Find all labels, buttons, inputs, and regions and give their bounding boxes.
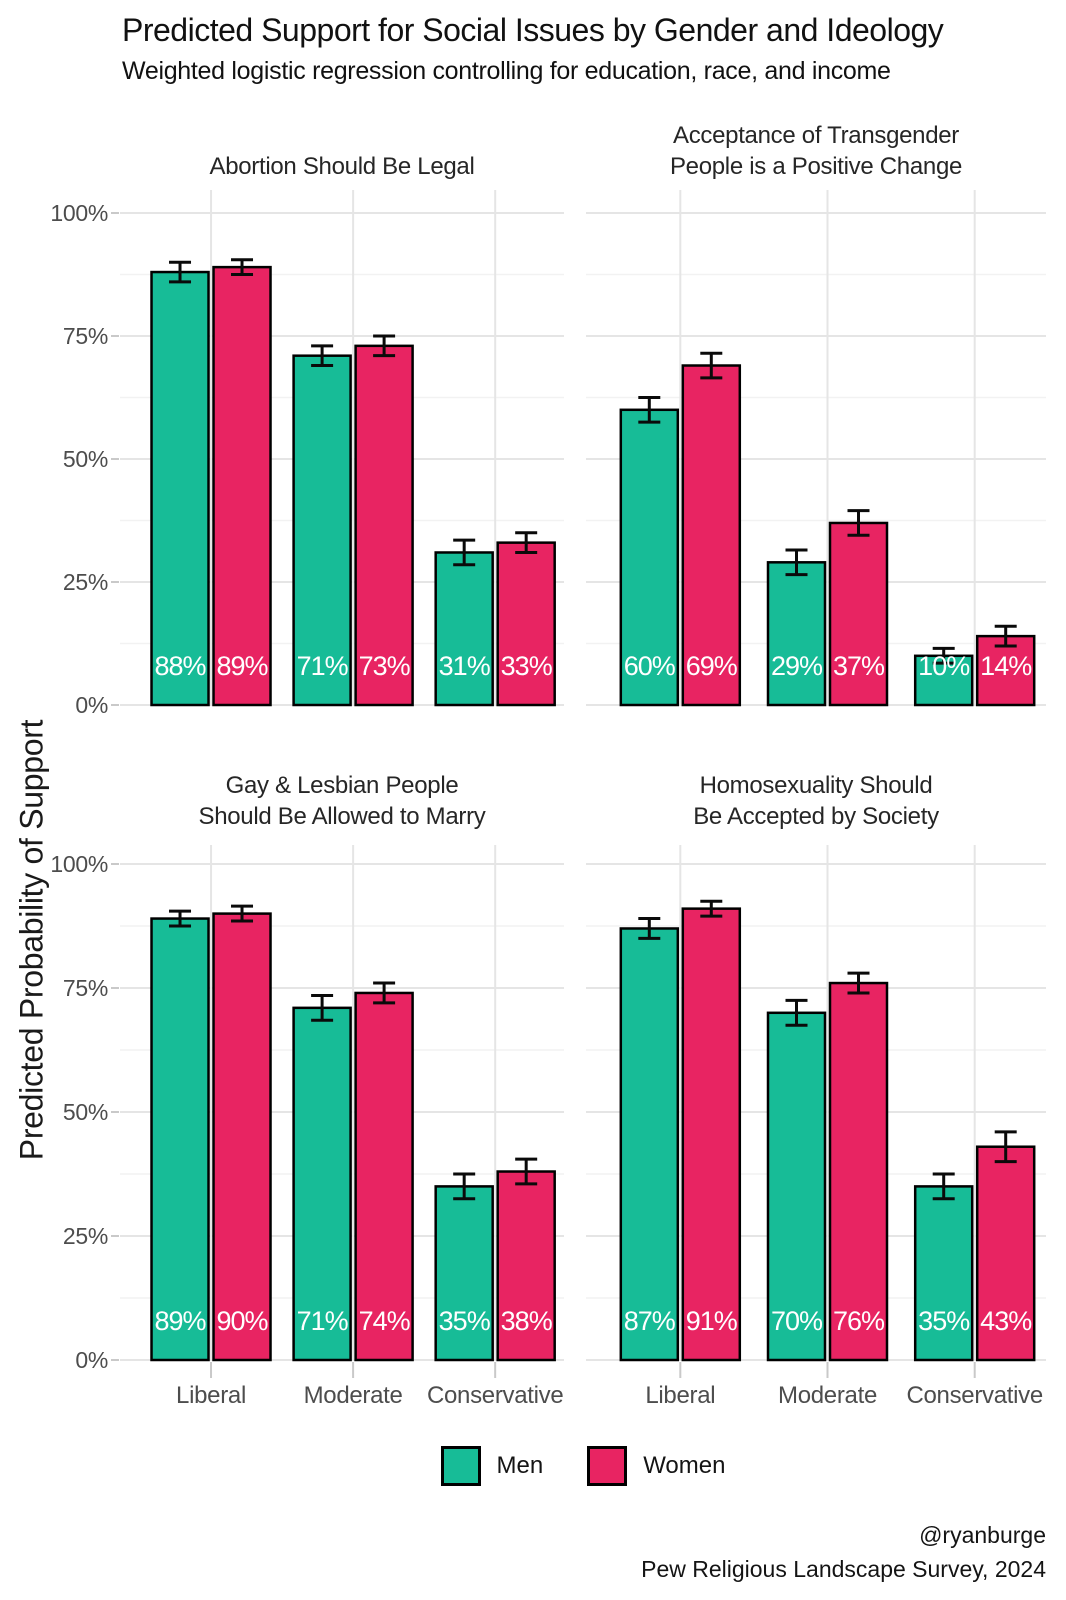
facet-panel-abortion: 88% 71% 31% 89% 73% 33% <box>120 190 564 707</box>
bar-value-label: 10% <box>918 651 970 681</box>
y-axis-tick <box>111 704 119 706</box>
bar-value-label: 31% <box>439 651 491 681</box>
legend: Men Women <box>120 1446 1046 1486</box>
bar-men-moderate <box>292 354 352 707</box>
bar-value-label: 76% <box>833 1306 885 1336</box>
y-axis-tick <box>111 581 119 583</box>
facet-title-line: Be Accepted by Society <box>693 803 939 830</box>
bar-men-moderate <box>766 561 827 707</box>
facet-title-line: Acceptance of Transgender <box>672 122 960 149</box>
y-axis-tick <box>111 1235 119 1237</box>
y-axis-tick <box>111 863 119 865</box>
legend-label-women: Women <box>643 1452 726 1479</box>
facet-panel-transgender: 60% 29% 10% 69% 37% 14% <box>586 190 1046 707</box>
y-tick-label: 75% <box>62 323 108 349</box>
women-color-swatch <box>587 1446 628 1486</box>
y-tick-label: 0% <box>75 692 108 718</box>
bar-value-label: 33% <box>501 651 553 681</box>
bar-value-label: 43% <box>980 1306 1032 1336</box>
y-axis-tick <box>111 335 119 337</box>
bar-value-label: 90% <box>216 1306 268 1336</box>
bar-value-label: 29% <box>771 651 823 681</box>
facet-title-line: Should Be Allowed to Marry <box>198 803 486 830</box>
y-tick-label: 25% <box>62 569 108 595</box>
legend-item-women: Women <box>587 1446 725 1486</box>
bar-men-liberal <box>150 270 210 707</box>
bar-women-liberal <box>212 912 272 1362</box>
y-tick-label: 0% <box>75 1347 108 1373</box>
bar-value-label: 60% <box>624 651 676 681</box>
legend-label-men: Men <box>496 1452 544 1479</box>
y-axis-tick <box>111 1111 119 1113</box>
bar-value-label: 70% <box>771 1306 823 1336</box>
bar-women-moderate <box>354 991 414 1362</box>
bar-value-label: 37% <box>833 651 885 681</box>
legend-item-men: Men <box>440 1446 544 1486</box>
y-axis-tick <box>111 1359 119 1361</box>
y-tick-label: 50% <box>62 1099 108 1125</box>
x-category-label-liberal: Liberal <box>176 1382 246 1409</box>
bar-value-label: 35% <box>439 1306 491 1336</box>
bar-value-label: 89% <box>154 1306 206 1336</box>
bar-women-conservative <box>496 1170 556 1362</box>
bar-men-liberal <box>619 927 680 1362</box>
facet-title-transgender: Acceptance of Transgender People is a Pos… <box>586 100 1046 182</box>
caption-source: Pew Religious Landscape Survey, 2024 <box>641 1556 1046 1582</box>
bar-women-liberal <box>681 907 742 1362</box>
facet-title-line: Homosexuality Should <box>699 772 933 799</box>
x-category-label-conservative: Conservative <box>426 1382 564 1409</box>
y-axis-title: Predicted Probability of Support <box>13 719 50 1161</box>
bar-value-label: 71% <box>297 651 349 681</box>
chart-title: Predicted Support for Social Issues by G… <box>122 12 944 48</box>
y-tick-label: 25% <box>62 1223 108 1249</box>
y-axis-tick <box>111 458 119 460</box>
facet-panel-homosexuality: 87% 70% 35% 91% 76% 43% <box>586 845 1046 1378</box>
bar-men-liberal <box>150 917 210 1362</box>
facet-title-line: People is a Positive Change <box>669 153 963 180</box>
bar-value-label: 38% <box>501 1306 553 1336</box>
bar-value-label: 89% <box>216 651 268 681</box>
bar-value-label: 74% <box>359 1306 411 1336</box>
bar-men-conservative <box>913 1185 974 1362</box>
x-category-label-moderate: Moderate <box>778 1382 877 1409</box>
men-color-swatch <box>440 1446 481 1486</box>
bar-value-label: 14% <box>980 651 1032 681</box>
bar-men-conservative <box>434 1185 494 1362</box>
y-tick-label: 50% <box>62 446 108 472</box>
x-category-label-conservative: Conservative <box>906 1382 1043 1409</box>
y-tick-label: 100% <box>50 851 108 877</box>
bar-value-label: 91% <box>686 1306 738 1336</box>
bar-value-label: 69% <box>686 651 738 681</box>
x-category-label-liberal: Liberal <box>645 1382 716 1409</box>
facet-title-line: Abortion Should Be Legal <box>209 153 475 180</box>
facet-title-abortion: Abortion Should Be Legal <box>120 100 564 182</box>
bar-women-liberal <box>212 265 272 707</box>
caption-handle: @ryanburge <box>919 1522 1046 1548</box>
y-tick-label: 75% <box>62 975 108 1001</box>
facet-panel-marriage: 89% 71% 35% 90% 74% 38% <box>120 845 564 1378</box>
bar-value-label: 71% <box>297 1306 349 1336</box>
x-category-label-moderate: Moderate <box>303 1382 403 1409</box>
bar-value-label: 73% <box>359 651 411 681</box>
y-axis-tick <box>111 212 119 214</box>
y-axis-tick <box>111 987 119 989</box>
chart-subtitle: Weighted logistic regression controlling… <box>122 57 891 85</box>
bar-value-label: 88% <box>154 651 206 681</box>
caption: @ryanburge Pew Religious Landscape Surve… <box>641 1518 1046 1586</box>
bar-men-conservative <box>434 551 494 707</box>
bar-women-moderate <box>828 521 889 707</box>
bar-women-liberal <box>681 364 742 707</box>
bar-men-moderate <box>766 1011 827 1362</box>
bar-men-liberal <box>619 408 680 707</box>
facet-title-homosexuality: Homosexuality Should Be Accepted by Socie… <box>586 746 1046 832</box>
facet-title-line: Gay & Lesbian People <box>225 772 459 799</box>
facet-title-marriage: Gay & Lesbian People Should Be Allowed to… <box>120 746 564 832</box>
bar-women-moderate <box>828 981 889 1362</box>
bar-value-label: 35% <box>918 1306 970 1336</box>
bar-women-conservative <box>975 634 1036 707</box>
bar-value-label: 87% <box>624 1306 676 1336</box>
y-tick-label: 100% <box>50 200 108 226</box>
